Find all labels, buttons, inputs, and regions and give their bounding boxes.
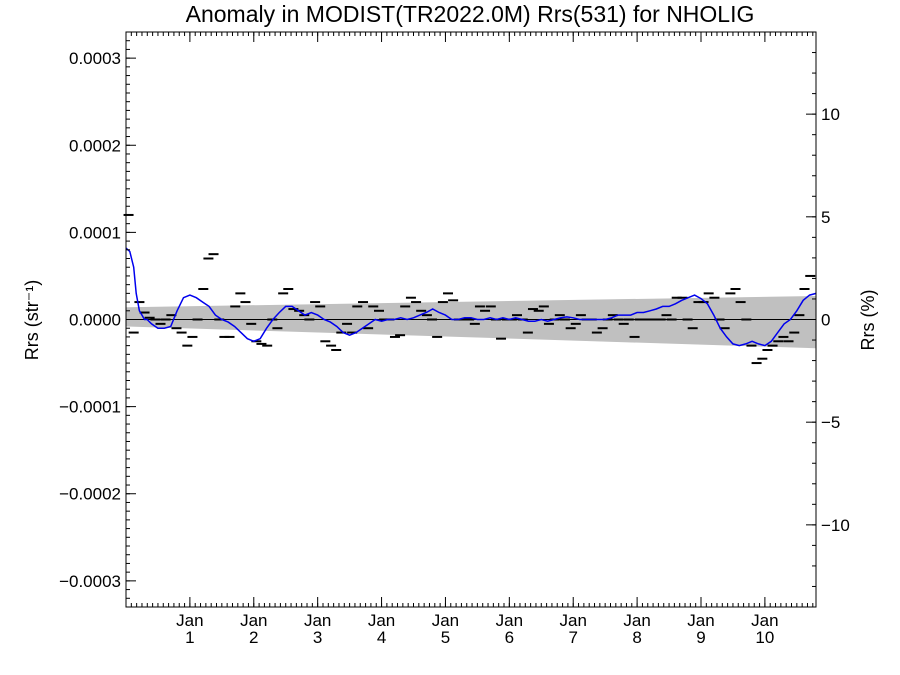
smoothed-anomaly-line	[125, 247, 817, 347]
right-y-axis-label: Rrs (%)	[858, 290, 878, 351]
x-tick-month-label: Jan	[176, 611, 203, 630]
right-tick-label: 5	[821, 208, 830, 227]
left-tick-label: −0.0002	[59, 485, 121, 504]
x-tick-year-label: 1	[185, 628, 194, 647]
right-tick-label: −5	[821, 413, 840, 432]
x-tick-year-label: 7	[568, 628, 577, 647]
x-tick-month-label: Jan	[687, 611, 714, 630]
x-tick-year-label: 4	[377, 628, 386, 647]
x-tick-year-label: 9	[696, 628, 705, 647]
left-tick-label: 0.0002	[69, 136, 121, 155]
x-tick-month-label: Jan	[432, 611, 459, 630]
plot-area: 0.0003 0.0002 0.0001 0.0000 −0.0001 −0.0002 −0…	[59, 31, 850, 647]
x-tick-year-label: 10	[755, 628, 774, 647]
x-tick-month-label: Jan	[560, 611, 587, 630]
x-tick-month-label: Jan	[240, 611, 267, 630]
chart-title: Anomaly in MODIST(TR2022.0M) Rrs(531) fo…	[186, 1, 755, 27]
right-tick-label: −10	[821, 516, 850, 535]
x-tick-year-label: 8	[632, 628, 641, 647]
x-tick-month-label: Jan	[304, 611, 331, 630]
x-tick-year-label: 6	[505, 628, 514, 647]
x-tick-year-label: 5	[441, 628, 450, 647]
x-tick-year-label: 3	[313, 628, 322, 647]
left-tick-label: −0.0001	[59, 398, 121, 417]
right-tick-label: 10	[821, 105, 840, 124]
left-tick-label: 0.0000	[69, 311, 121, 330]
left-tick-label: 0.0003	[69, 49, 121, 68]
uncertainty-band	[126, 295, 816, 349]
x-tick-month-label: Jan	[623, 611, 650, 630]
x-tick-month-label: Jan	[751, 611, 778, 630]
x-tick-month-label: Jan	[368, 611, 395, 630]
left-tick-label: 0.0001	[69, 223, 121, 242]
left-tick-label: −0.0003	[59, 572, 121, 591]
x-tick-month-label: Jan	[496, 611, 523, 630]
right-tick-label: 0	[821, 311, 830, 330]
x-tick-year-label: 2	[249, 628, 258, 647]
left-y-axis-label: Rrs (str⁻¹)	[22, 280, 42, 360]
